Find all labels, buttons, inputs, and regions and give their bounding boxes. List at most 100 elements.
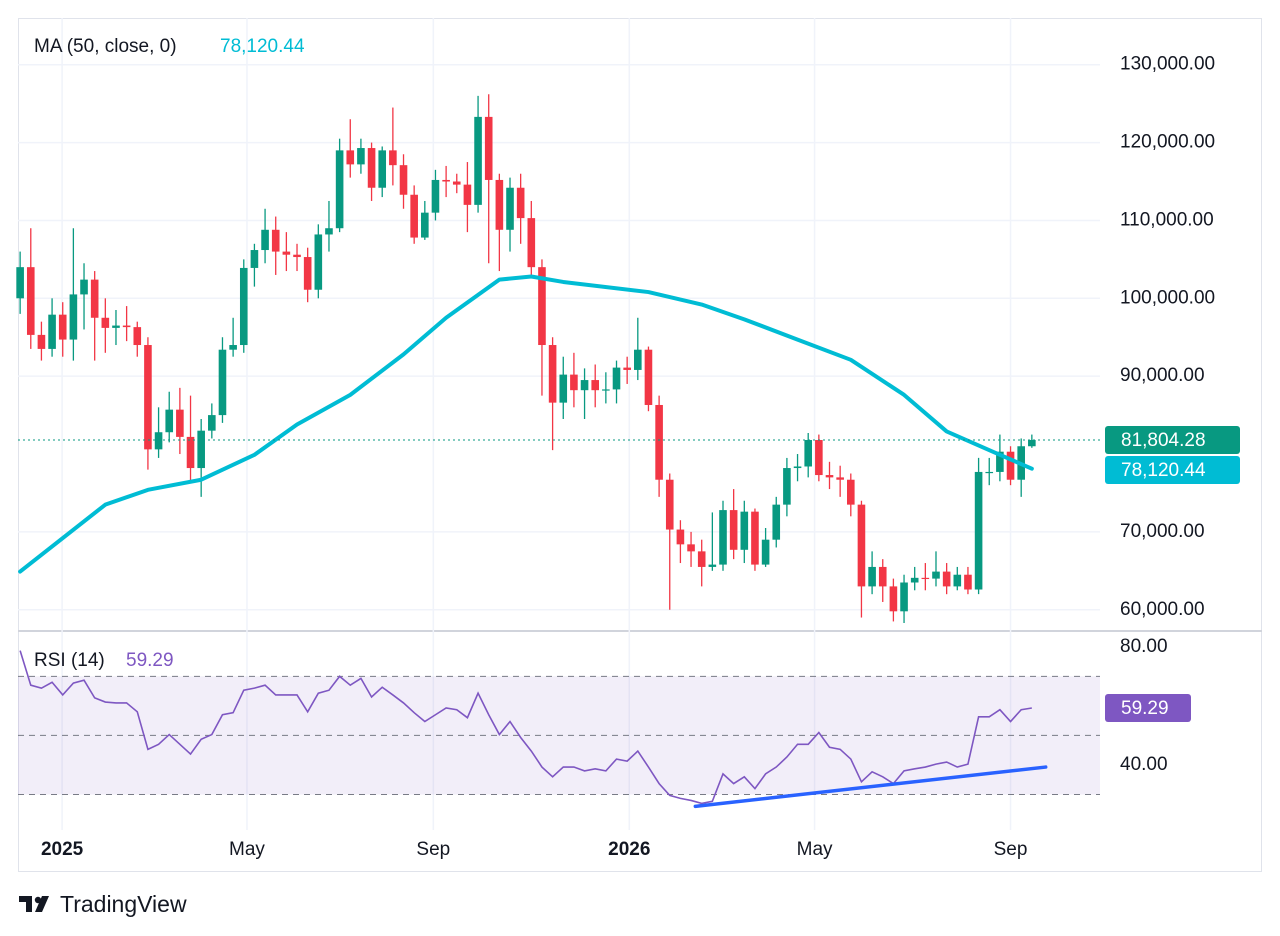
x-tick-label: May [797, 839, 833, 860]
candle-body [921, 577, 930, 580]
brand: TradingView [60, 891, 187, 917]
ma-badge [1105, 455, 1240, 484]
candle-body [964, 574, 972, 590]
candle-body [122, 325, 131, 328]
candle-body [559, 374, 568, 403]
candle-body [229, 345, 237, 350]
rsi-trendline [693, 765, 1048, 809]
last-price-badge [1105, 425, 1240, 454]
candle-body [367, 148, 376, 188]
rsi-legend-name: RSI (14) [34, 650, 105, 671]
candle-body [144, 345, 152, 450]
candle-body [665, 479, 674, 530]
candle-body [208, 415, 216, 431]
candle-body [463, 184, 472, 205]
candle-body [623, 367, 631, 370]
y-tick-label: 130,000.00 [1120, 54, 1215, 75]
candle-body [697, 551, 706, 567]
candle-body [772, 504, 781, 540]
candle-body [634, 349, 642, 370]
candle-body [602, 389, 610, 391]
candle-body [176, 409, 184, 437]
candle-body [878, 566, 887, 587]
candle-body [910, 577, 919, 583]
candle-body [942, 571, 951, 587]
candle-body [1028, 439, 1036, 447]
candle-body [197, 430, 205, 469]
candle-body [325, 228, 333, 235]
candle-body [793, 466, 802, 469]
candle-body [165, 409, 174, 433]
candle-body [761, 539, 770, 565]
last-price-badge-label: 81,804.28 [1121, 430, 1206, 451]
candle-body [495, 179, 504, 230]
candle-body [580, 380, 589, 391]
candle-body [37, 334, 46, 349]
candle-body [282, 251, 291, 255]
candle-body [239, 267, 248, 346]
candle-body [825, 475, 834, 478]
candle-body [783, 468, 791, 505]
rsi-badge-label: 59.29 [1121, 698, 1169, 719]
candle-body [250, 250, 259, 268]
candle-body [484, 116, 493, 180]
candle-body [314, 234, 323, 290]
y-tick-label: 60,000.00 [1120, 599, 1205, 620]
candle-body [90, 279, 99, 318]
candle-body [985, 471, 994, 474]
candle-body [261, 229, 269, 251]
candle-body [474, 116, 482, 205]
rsi-legend-value: 59.29 [126, 650, 174, 671]
candle-body [452, 181, 461, 185]
candle-body [346, 150, 355, 165]
y-tick-label: 110,000.00 [1120, 209, 1214, 230]
candle-body [335, 150, 344, 229]
candle-body [357, 148, 365, 165]
candle-body [900, 582, 908, 612]
candle-body [655, 404, 663, 480]
candle-body [101, 317, 110, 328]
rsi-tick-label: 40.00 [1120, 754, 1168, 775]
candle-body [1006, 451, 1015, 480]
candle-body [303, 257, 312, 290]
candle-body [58, 314, 67, 340]
candle-body [527, 218, 536, 268]
candle-body [996, 451, 1004, 472]
candle-body [271, 229, 280, 252]
rsi-line [19, 650, 1032, 805]
candle-body [16, 267, 24, 299]
candle-body [48, 314, 56, 349]
y-tick-label: 100,000.00 [1120, 287, 1215, 308]
y-tick-label: 90,000.00 [1120, 365, 1205, 386]
candle-body [389, 150, 397, 166]
candle-body [974, 471, 983, 590]
candle-body [804, 440, 813, 467]
x-tick-label: Sep [994, 839, 1028, 860]
candle-body [740, 511, 749, 550]
candle-body [442, 179, 450, 182]
candle-body [112, 325, 120, 328]
candle-body [932, 571, 940, 579]
candle-body [133, 327, 142, 346]
y-tick-label: 70,000.00 [1120, 521, 1205, 542]
candle-body [80, 279, 88, 295]
candle-body [751, 511, 759, 565]
candle-body [953, 574, 962, 587]
candle-body [815, 440, 823, 476]
candle-body [719, 510, 727, 565]
logo [19, 896, 49, 912]
candle-body [293, 254, 301, 258]
x-tick-label: Sep [416, 839, 450, 860]
rsi-badge [1105, 693, 1191, 722]
candle-body [421, 212, 429, 238]
ma-legend-name: MA (50, close, 0) [34, 36, 177, 57]
candle-body [868, 566, 876, 587]
candle-body [644, 349, 653, 405]
candle-body [591, 380, 600, 391]
candle-body [506, 187, 514, 230]
candle-body [612, 367, 621, 390]
candle-body [857, 504, 866, 587]
candle-body [676, 529, 685, 545]
ma-legend-value: 78,120.44 [220, 36, 305, 57]
